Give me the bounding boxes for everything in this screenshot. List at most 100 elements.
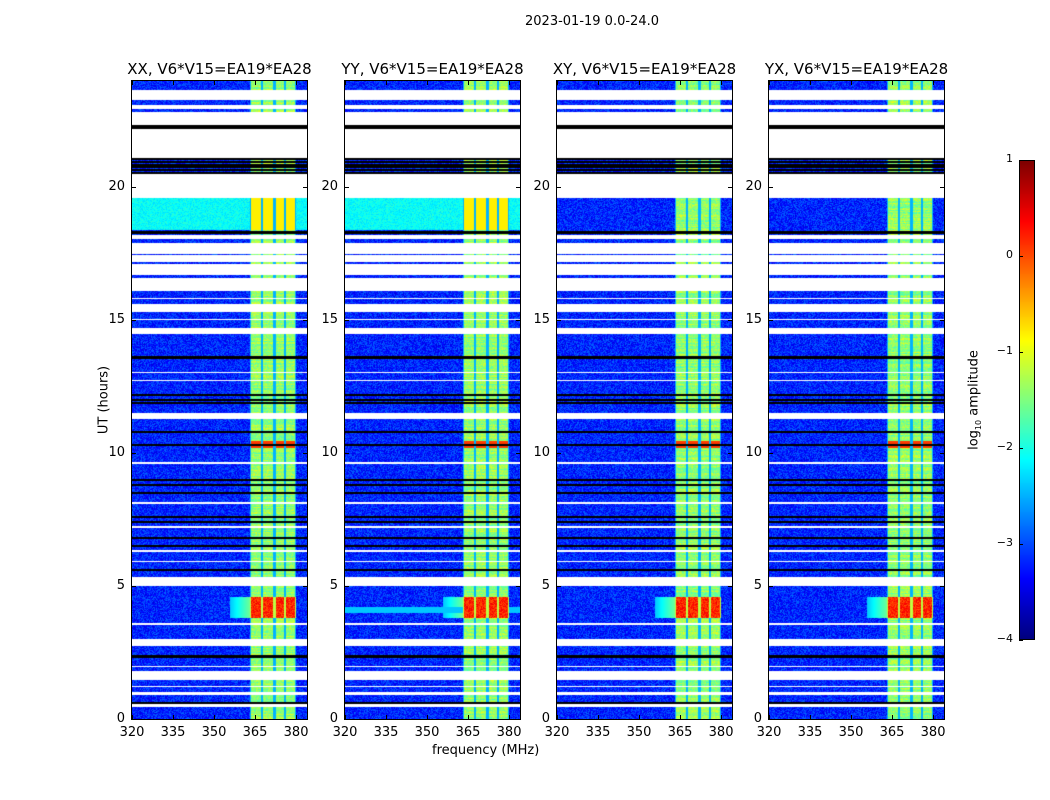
y-tick-mark <box>131 586 136 588</box>
y-tick-label: 0 <box>329 711 338 726</box>
y-tick-label: 0 <box>753 711 762 726</box>
x-tick-mark <box>680 715 682 720</box>
y-tick-mark <box>556 320 561 322</box>
x-tick-mark-top <box>214 80 216 85</box>
x-tick-label: 335 <box>373 725 399 740</box>
y-tick-mark <box>131 719 136 720</box>
x-tick-label: 320 <box>332 725 358 740</box>
colorbar-tick-label: −4 <box>996 632 1013 645</box>
x-tick-mark <box>769 715 770 720</box>
colorbar-tick-mark <box>1019 640 1023 641</box>
x-tick-mark <box>296 715 298 720</box>
y-tick-mark-right <box>940 719 945 720</box>
y-tick-mark-right <box>728 453 733 455</box>
y-tick-label: 0 <box>541 711 550 726</box>
x-tick-mark <box>427 715 429 720</box>
y-tick-label: 10 <box>745 445 762 461</box>
y-tick-mark-right <box>303 586 308 588</box>
x-tick-label: 335 <box>797 725 823 740</box>
x-tick-label: 320 <box>544 725 570 740</box>
y-tick-mark-right <box>940 586 945 588</box>
x-tick-mark <box>509 715 511 720</box>
x-tick-label: 350 <box>626 725 652 740</box>
colorbar-label: log10 amplitude <box>967 350 984 450</box>
y-tick-label: 20 <box>533 179 550 195</box>
colorbar-tick-label: −3 <box>996 536 1013 549</box>
x-tick-label: 350 <box>414 725 440 740</box>
x-tick-mark-top <box>345 80 346 85</box>
colorbar-gradient <box>1020 161 1034 639</box>
x-tick-mark-top <box>296 80 298 85</box>
x-tick-mark-top <box>427 80 429 85</box>
panel-title: XX, V6*V15=EA19*EA28 <box>127 60 312 78</box>
y-tick-label: 10 <box>533 445 550 461</box>
x-tick-mark <box>173 715 175 720</box>
colorbar-label-sub: 10 <box>974 419 984 431</box>
x-tick-label: 365 <box>242 725 268 740</box>
colorbar-tick-label: 1 <box>1006 152 1013 165</box>
y-tick-mark <box>768 187 773 189</box>
x-axis-label: frequency (MHz) <box>432 743 540 758</box>
x-tick-label: 350 <box>838 725 864 740</box>
y-tick-label: 0 <box>116 711 125 726</box>
y-tick-mark <box>344 453 349 455</box>
x-tick-label: 320 <box>756 725 782 740</box>
x-tick-mark <box>933 715 935 720</box>
y-tick-mark-right <box>303 320 308 322</box>
y-tick-label: 20 <box>745 179 762 195</box>
x-tick-label: 380 <box>708 725 734 740</box>
x-tick-mark-top <box>680 80 682 85</box>
colorbar-tick-mark <box>1019 448 1023 449</box>
x-tick-mark <box>386 715 388 720</box>
x-tick-mark-top <box>769 80 770 85</box>
colorbar-tick-mark <box>1019 160 1023 161</box>
y-tick-label: 20 <box>321 179 338 195</box>
x-tick-mark-top <box>810 80 812 85</box>
x-tick-mark-top <box>509 80 511 85</box>
x-tick-mark <box>255 715 257 720</box>
y-tick-mark <box>768 586 773 588</box>
y-tick-mark-right <box>940 453 945 455</box>
y-tick-mark <box>344 187 349 189</box>
y-tick-mark <box>344 586 349 588</box>
y-tick-mark <box>768 719 773 720</box>
y-tick-label: 10 <box>108 445 125 461</box>
x-tick-mark-top <box>132 80 133 85</box>
x-tick-mark-top <box>557 80 558 85</box>
waterfall-panel-yx <box>768 80 945 720</box>
y-tick-mark <box>768 320 773 322</box>
x-tick-mark-top <box>255 80 257 85</box>
y-tick-mark-right <box>516 586 521 588</box>
y-tick-mark-right <box>728 719 733 720</box>
waterfall-panel-xx <box>131 80 308 720</box>
y-tick-mark <box>556 453 561 455</box>
x-tick-mark <box>851 715 853 720</box>
y-tick-mark <box>131 320 136 322</box>
colorbar-tick-mark <box>1019 544 1023 545</box>
y-tick-mark <box>556 187 561 189</box>
colorbar-tick-mark <box>1019 256 1023 257</box>
colorbar-tick-label: 0 <box>1006 248 1013 261</box>
y-tick-mark-right <box>940 320 945 322</box>
y-tick-mark-right <box>303 453 308 455</box>
y-tick-label: 5 <box>329 578 338 594</box>
figure-title: 2023-01-19 0.0-24.0 <box>525 14 659 29</box>
y-tick-label: 5 <box>541 578 550 594</box>
x-tick-label: 365 <box>455 725 481 740</box>
x-tick-mark <box>468 715 470 720</box>
x-tick-label: 335 <box>160 725 186 740</box>
y-tick-label: 5 <box>753 578 762 594</box>
colorbar-label-log: log <box>966 430 982 450</box>
y-tick-label: 15 <box>321 312 338 328</box>
x-tick-mark-top <box>468 80 470 85</box>
y-tick-mark <box>131 187 136 189</box>
colorbar-tick-label: −2 <box>996 440 1013 453</box>
x-tick-mark <box>557 715 558 720</box>
y-tick-label: 15 <box>745 312 762 328</box>
x-tick-mark-top <box>851 80 853 85</box>
y-tick-mark-right <box>303 187 308 189</box>
colorbar-tick-label: −1 <box>996 344 1013 357</box>
y-tick-mark <box>556 719 561 720</box>
x-tick-label: 320 <box>119 725 145 740</box>
waterfall-panel-xy <box>556 80 733 720</box>
